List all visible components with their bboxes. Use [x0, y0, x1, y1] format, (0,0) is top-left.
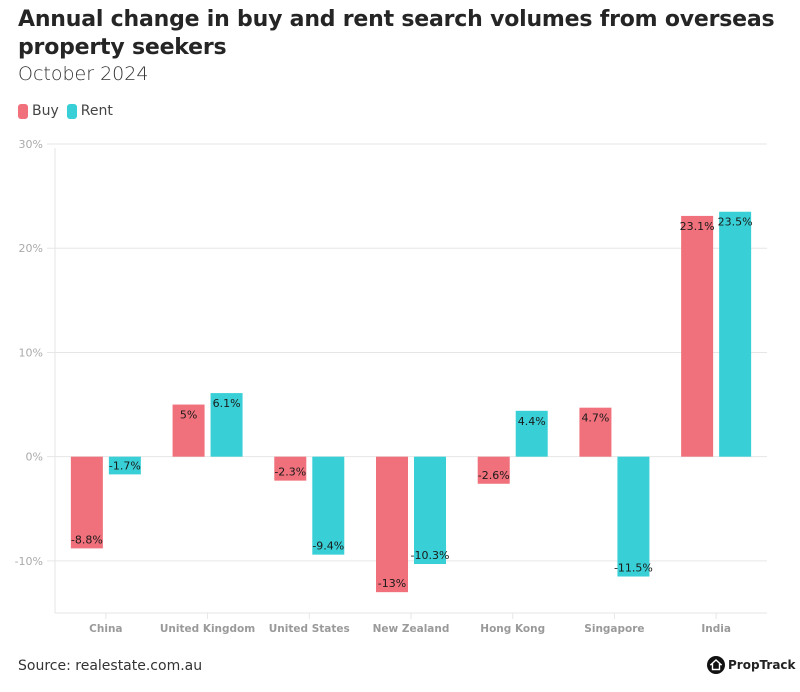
- data-label: 23.1%: [680, 220, 715, 233]
- data-label: -9.4%: [312, 540, 344, 553]
- legend: Buy Rent: [18, 103, 121, 119]
- data-label: -8.8%: [71, 533, 103, 546]
- bar-rent: [312, 456, 345, 555]
- x-tick-label: United Kingdom: [160, 623, 255, 635]
- bar-buy: [579, 407, 612, 457]
- chart-title: Annual change in buy and rent search vol…: [18, 7, 775, 60]
- bar-rent: [108, 456, 141, 475]
- x-tick-label: New Zealand: [373, 623, 450, 635]
- bar-buy: [376, 456, 408, 593]
- bar-buy: [477, 456, 510, 484]
- data-label: 5%: [180, 409, 197, 422]
- source-note: Source: realestate.com.au: [18, 658, 203, 674]
- y-tick-label: 0%: [26, 451, 43, 464]
- x-tick-label: Singapore: [584, 623, 644, 635]
- legend-item-rent[interactable]: Rent: [66, 103, 113, 119]
- house-icon: [707, 656, 725, 674]
- legend-label-rent: Rent: [80, 103, 113, 119]
- bar-rent: [617, 456, 650, 577]
- bar-rent: [719, 211, 752, 457]
- data-label: -2.6%: [478, 469, 510, 482]
- data-label: 23.5%: [718, 216, 753, 229]
- y-tick-label: 10%: [19, 346, 43, 359]
- data-label: -10.3%: [411, 549, 450, 562]
- proptrack-logo: PropTrack: [707, 656, 796, 674]
- brand-name: PropTrack: [728, 658, 796, 672]
- y-tick-label: 20%: [19, 242, 43, 255]
- x-tick-label: India: [701, 623, 731, 635]
- data-label: -1.7%: [109, 459, 141, 472]
- bar-buy: [681, 215, 714, 457]
- data-label: 6.1%: [213, 397, 241, 410]
- bar-rent: [515, 410, 548, 457]
- data-label: -2.3%: [274, 466, 306, 479]
- x-tick-label: China: [89, 623, 122, 635]
- y-tick-label: -10%: [15, 555, 43, 568]
- data-label: -11.5%: [614, 562, 653, 575]
- data-label: -13%: [378, 577, 406, 590]
- bar-buy: [70, 456, 103, 549]
- legend-swatch-rent: [66, 103, 77, 119]
- data-label: 4.7%: [581, 412, 609, 425]
- y-tick-label: 30%: [19, 138, 43, 151]
- chart-subtitle: October 2024: [18, 63, 149, 85]
- legend-label-buy: Buy: [32, 103, 59, 119]
- x-tick-label: United States: [269, 623, 350, 635]
- bar-rent: [414, 456, 446, 565]
- bar-buy: [172, 404, 205, 457]
- legend-item-buy[interactable]: Buy: [18, 103, 59, 119]
- x-tick-label: Hong Kong: [480, 623, 545, 635]
- legend-swatch-buy: [18, 103, 28, 119]
- bar-rent: [210, 393, 243, 457]
- data-label: 4.4%: [518, 415, 546, 428]
- bar-buy: [274, 456, 307, 481]
